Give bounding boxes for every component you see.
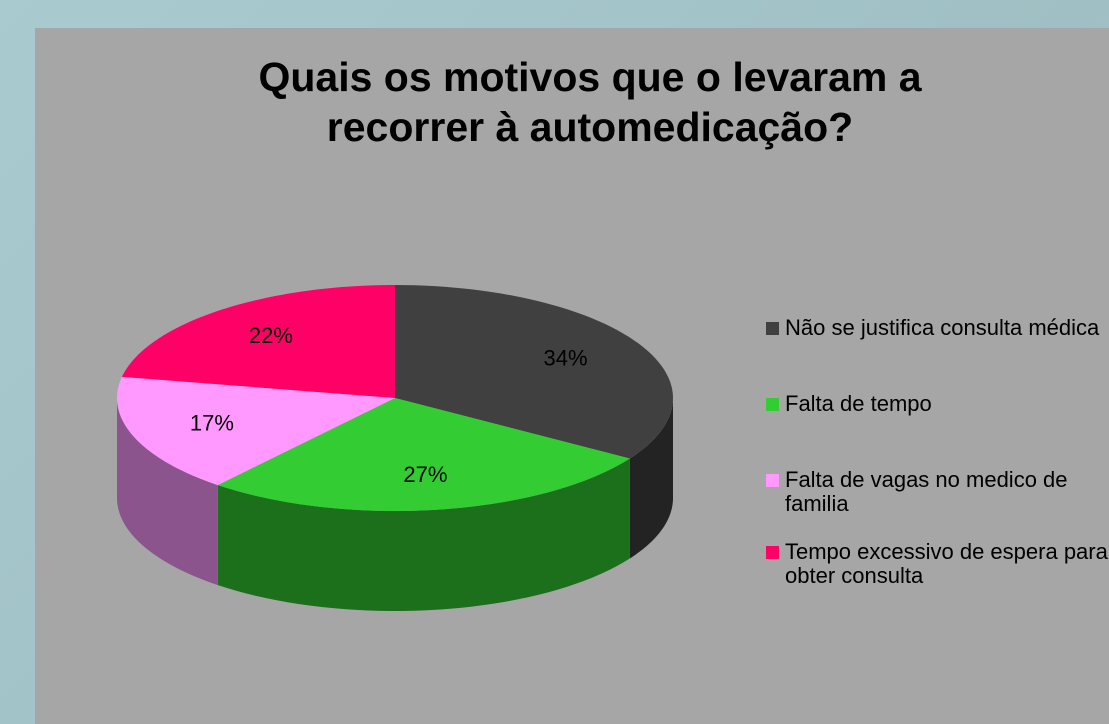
slice-side	[629, 398, 673, 559]
legend-swatch	[766, 398, 779, 411]
data-label: 22%	[249, 323, 293, 348]
legend-label: Não se justifica consulta médica	[785, 315, 1100, 340]
slice	[117, 376, 395, 486]
slice	[217, 398, 630, 511]
chart-title: Quais os motivos que o levaram a recorre…	[258, 54, 922, 150]
legend-label: Falta de tempo	[785, 391, 932, 416]
slice	[121, 285, 396, 398]
legend-label: Tempo excessivo de espera para obter con…	[785, 539, 1108, 588]
slice-side	[117, 398, 218, 586]
legend-swatch	[766, 322, 779, 335]
data-label: 27%	[403, 462, 447, 487]
legend-label: Falta de vagas no medico de familia	[785, 467, 1068, 516]
legend-swatch	[766, 546, 779, 559]
data-label: 34%	[544, 346, 588, 371]
slice-side	[217, 458, 630, 611]
slice	[395, 285, 673, 459]
legend-swatch	[766, 474, 779, 487]
data-label: 17%	[190, 411, 234, 436]
